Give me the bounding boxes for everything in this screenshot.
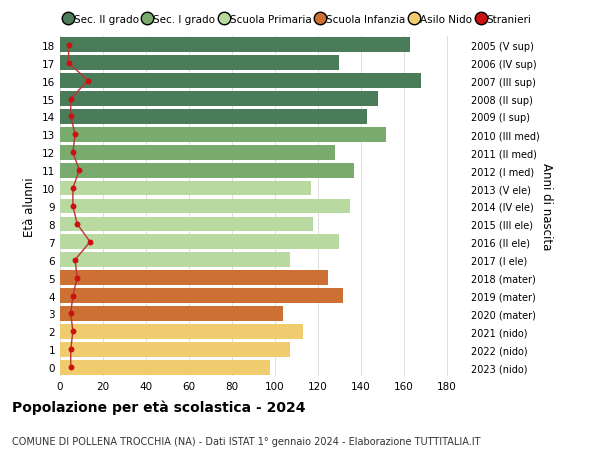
Bar xyxy=(60,271,328,285)
Point xyxy=(70,131,80,139)
Point xyxy=(66,95,76,103)
Point xyxy=(64,42,73,49)
Point xyxy=(73,221,82,228)
Point xyxy=(68,203,77,210)
Point xyxy=(74,167,84,174)
Y-axis label: Anni di nascita: Anni di nascita xyxy=(541,163,553,250)
Point xyxy=(70,257,80,264)
Bar xyxy=(60,289,343,303)
Point xyxy=(66,113,76,121)
Point xyxy=(83,78,93,85)
Bar xyxy=(60,128,386,142)
Point xyxy=(66,364,76,371)
Point xyxy=(73,274,82,282)
Bar xyxy=(60,39,410,53)
Bar xyxy=(60,56,339,71)
Point xyxy=(68,149,77,157)
Bar xyxy=(60,325,302,339)
Bar xyxy=(60,342,290,357)
Point xyxy=(64,60,73,67)
Y-axis label: Età alunni: Età alunni xyxy=(23,177,37,236)
Point xyxy=(66,310,76,318)
Point xyxy=(68,185,77,192)
Bar xyxy=(60,146,335,160)
Legend: Sec. II grado, Sec. I grado, Scuola Primaria, Scuola Infanzia, Asilo Nido, Stran: Sec. II grado, Sec. I grado, Scuola Prim… xyxy=(65,15,532,25)
Point xyxy=(66,346,76,353)
Point xyxy=(68,328,77,336)
Point xyxy=(85,239,95,246)
Bar xyxy=(60,74,421,89)
Bar xyxy=(60,217,313,232)
Bar xyxy=(60,307,283,321)
Bar xyxy=(60,110,367,124)
Point xyxy=(68,292,77,300)
Bar xyxy=(60,92,378,106)
Bar xyxy=(60,235,339,250)
Bar xyxy=(60,199,350,214)
Bar xyxy=(60,181,311,196)
Text: Popolazione per età scolastica - 2024: Popolazione per età scolastica - 2024 xyxy=(12,399,305,414)
Text: COMUNE DI POLLENA TROCCHIA (NA) - Dati ISTAT 1° gennaio 2024 - Elaborazione TUTT: COMUNE DI POLLENA TROCCHIA (NA) - Dati I… xyxy=(12,436,481,446)
Bar xyxy=(60,360,271,375)
Bar xyxy=(60,163,354,178)
Bar xyxy=(60,253,290,268)
